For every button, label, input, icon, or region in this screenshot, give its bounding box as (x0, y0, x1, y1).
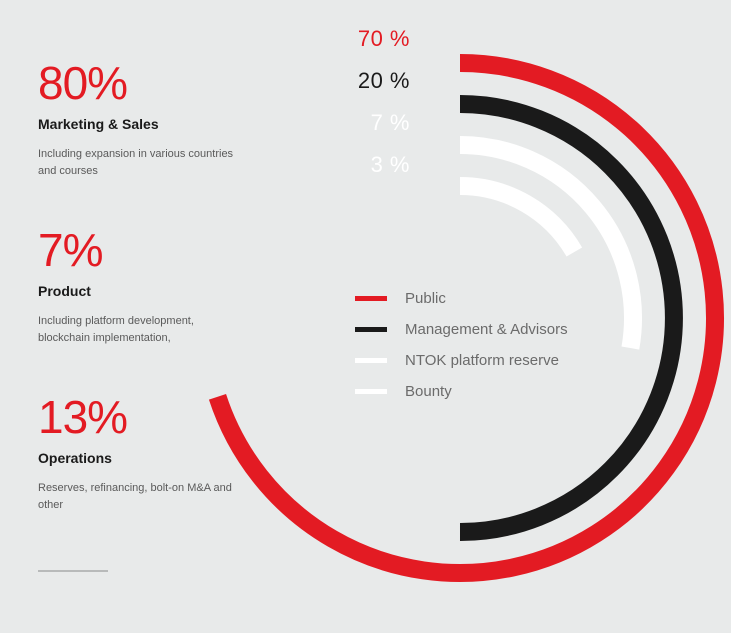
arc-label-0: 70 % (340, 26, 410, 52)
legend-swatch (355, 389, 387, 394)
arc-label-3: 3 % (340, 152, 410, 178)
legend-row: NTOK platform reserve (355, 352, 568, 369)
legend-swatch (355, 296, 387, 301)
legend-text: Bounty (405, 383, 452, 400)
legend-swatch (355, 358, 387, 363)
arc (460, 186, 574, 252)
legend-text: NTOK platform reserve (405, 352, 559, 369)
legend-row: Public (355, 290, 568, 307)
divider-line (38, 570, 108, 572)
legend-text: Public (405, 290, 446, 307)
legend-row: Management & Advisors (355, 321, 568, 338)
legend-swatch (355, 327, 387, 332)
arc-label-1: 20 % (340, 68, 410, 94)
arc-label-2: 7 % (340, 110, 410, 136)
legend-row: Bounty (355, 383, 568, 400)
chart-legend: Public Management & Advisors NTOK platfo… (355, 290, 568, 414)
legend-text: Management & Advisors (405, 321, 568, 338)
